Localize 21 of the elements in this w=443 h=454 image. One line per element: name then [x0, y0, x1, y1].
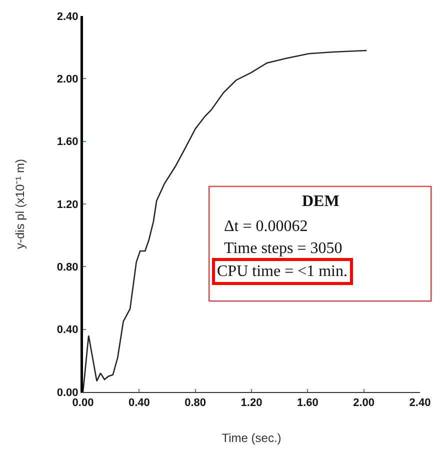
x-axis-title: Time (sec.)	[222, 431, 282, 446]
y-tick-label: 2.00	[56, 74, 78, 86]
y-tick-label: 0.00	[56, 386, 78, 399]
x-tick-label: 0.00	[72, 397, 94, 410]
y-tick-label: 1.60	[56, 136, 78, 148]
y-tick-label: 2.40	[56, 10, 78, 23]
x-tick-label: 2.00	[353, 397, 375, 410]
annotation: DEM	[302, 193, 340, 210]
x-tick-label: 0.80	[184, 397, 206, 410]
annotation: Δt = 0.00062	[224, 218, 308, 235]
x-tick-label: 1.60	[296, 397, 318, 410]
x-tick-label: 2.40	[409, 397, 431, 410]
y-tick-label: 0.80	[56, 262, 78, 274]
annotation: CPU time = <1 min.	[217, 263, 348, 280]
annotation: Time steps = 3050	[224, 240, 342, 257]
y-tick-label: 1.20	[56, 198, 78, 211]
x-tick-label: 0.40	[128, 397, 150, 410]
y-axis-title: y-dis pl (x10⁻¹ m)	[12, 158, 27, 250]
x-tick-label: 1.20	[240, 397, 262, 410]
line-series	[83, 50, 368, 392]
y-tick-label: 0.40	[56, 324, 78, 336]
